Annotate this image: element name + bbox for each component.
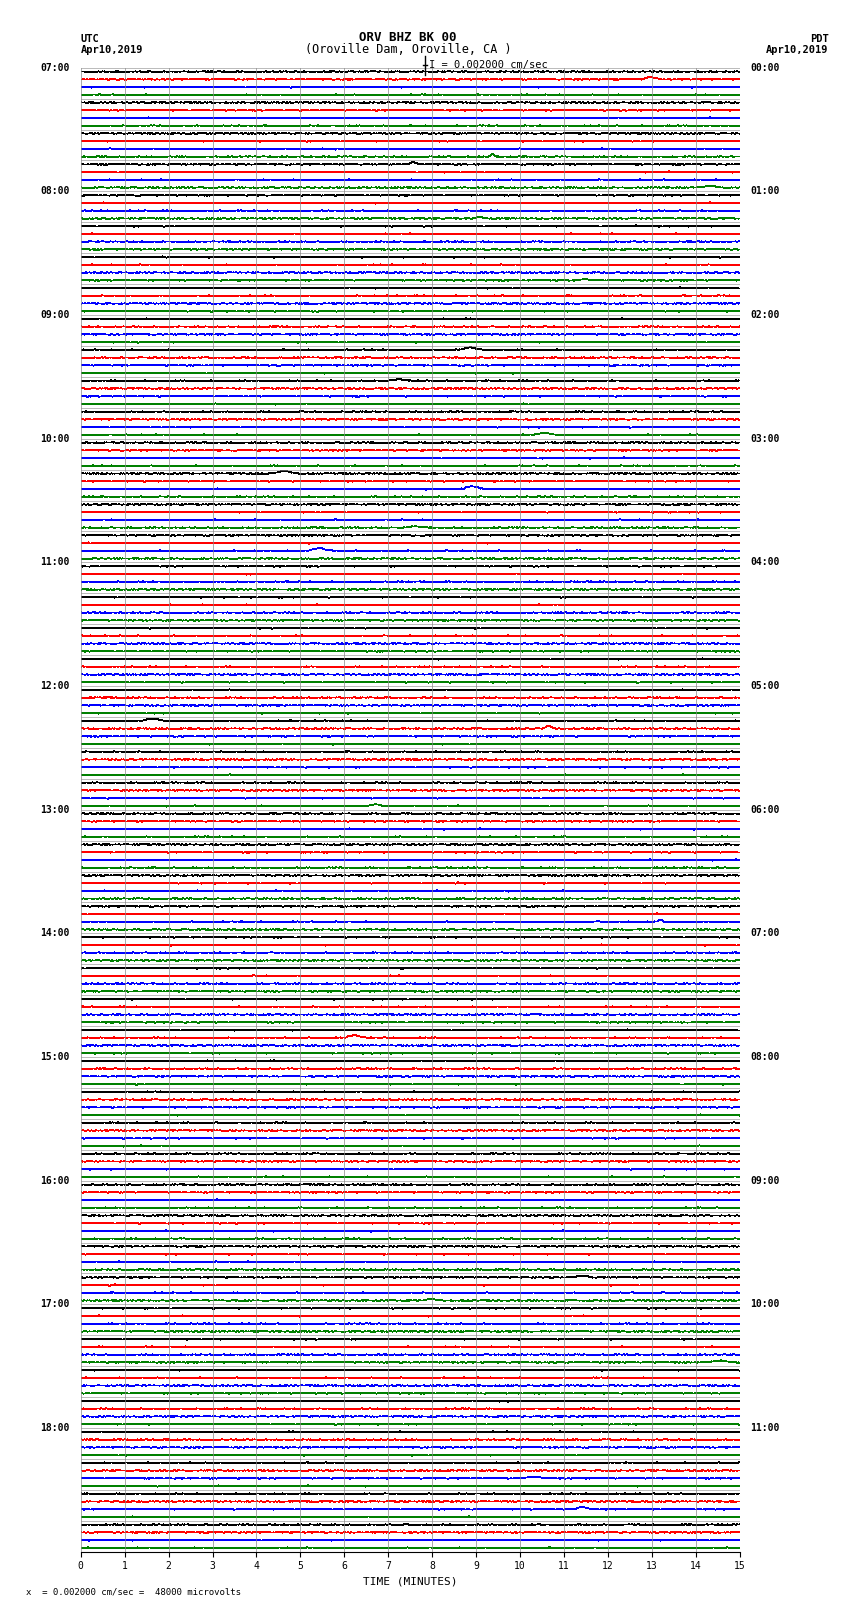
Text: Apr10,2019: Apr10,2019	[766, 45, 829, 55]
Text: UTC: UTC	[81, 34, 99, 44]
Text: 17:00: 17:00	[41, 1300, 70, 1310]
Text: 02:00: 02:00	[751, 310, 779, 319]
Text: 08:00: 08:00	[41, 187, 70, 197]
Text: 08:00: 08:00	[751, 1052, 779, 1061]
Text: 05:00: 05:00	[751, 681, 779, 690]
Text: 10:00: 10:00	[751, 1300, 779, 1310]
Text: PDT: PDT	[810, 34, 829, 44]
Text: 07:00: 07:00	[751, 929, 779, 939]
Text: 18:00: 18:00	[41, 1423, 70, 1432]
Text: 09:00: 09:00	[41, 310, 70, 319]
Text: 11:00: 11:00	[751, 1423, 779, 1432]
X-axis label: TIME (MINUTES): TIME (MINUTES)	[363, 1578, 457, 1587]
Text: 12:00: 12:00	[41, 681, 70, 690]
Text: 16:00: 16:00	[41, 1176, 70, 1186]
Text: 04:00: 04:00	[751, 558, 779, 568]
Text: 11:00: 11:00	[41, 558, 70, 568]
Text: 14:00: 14:00	[41, 929, 70, 939]
Text: 07:00: 07:00	[41, 63, 70, 73]
Text: 01:00: 01:00	[751, 187, 779, 197]
Text: I = 0.002000 cm/sec: I = 0.002000 cm/sec	[429, 60, 548, 71]
Text: 10:00: 10:00	[41, 434, 70, 444]
Text: (Oroville Dam, Oroville, CA ): (Oroville Dam, Oroville, CA )	[304, 44, 512, 56]
Text: 00:00: 00:00	[751, 63, 779, 73]
Text: 03:00: 03:00	[751, 434, 779, 444]
Text: 09:00: 09:00	[751, 1176, 779, 1186]
Text: ORV BHZ BK 00: ORV BHZ BK 00	[360, 31, 456, 44]
Text: 13:00: 13:00	[41, 805, 70, 815]
Text: 06:00: 06:00	[751, 805, 779, 815]
Text: x  = 0.002000 cm/sec =  48000 microvolts: x = 0.002000 cm/sec = 48000 microvolts	[26, 1587, 241, 1597]
Text: Apr10,2019: Apr10,2019	[81, 45, 144, 55]
Text: 15:00: 15:00	[41, 1052, 70, 1061]
